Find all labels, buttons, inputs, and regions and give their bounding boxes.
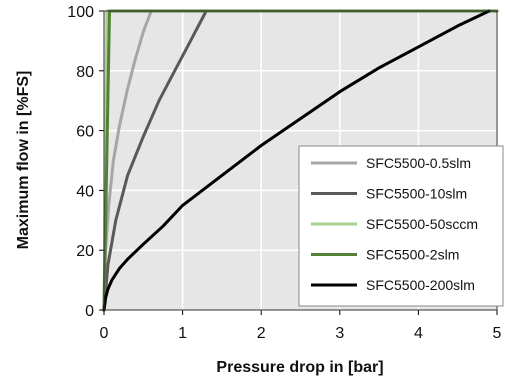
y-tick-label: 60 bbox=[76, 124, 94, 141]
y-tick-label: 40 bbox=[76, 183, 94, 200]
y-tick-label: 0 bbox=[85, 303, 94, 320]
x-tick-label: 5 bbox=[493, 325, 502, 342]
y-tick-label: 20 bbox=[76, 243, 94, 260]
y-tick-label: 100 bbox=[67, 4, 94, 21]
x-tick-label: 1 bbox=[178, 325, 187, 342]
y-tick-labels: 0 20 40 60 80 100 bbox=[67, 4, 94, 320]
x-tick-label: 3 bbox=[335, 325, 344, 342]
legend-label: SFC5500-0.5slm bbox=[366, 155, 471, 171]
legend: SFC5500-0.5slm SFC5500-10slm SFC5500-50scc… bbox=[298, 145, 504, 307]
legend-box bbox=[298, 145, 504, 307]
y-tick-label: 80 bbox=[76, 64, 94, 81]
y-axis-title: Maximum flow in [%FS] bbox=[15, 71, 32, 250]
series-line bbox=[102, 9, 499, 312]
x-axis-title: Pressure drop in [bar] bbox=[216, 359, 383, 376]
legend-label: SFC5500-10slm bbox=[366, 186, 467, 202]
series-line bbox=[102, 9, 491, 312]
x-tick-label: 4 bbox=[414, 325, 423, 342]
legend-label: SFC5500-50sccm bbox=[366, 216, 478, 232]
x-tick-labels: 0 1 2 3 4 5 bbox=[100, 325, 502, 342]
x-tick-label: 0 bbox=[100, 325, 109, 342]
x-tick-label: 2 bbox=[257, 325, 266, 342]
legend-label: SFC5500-2slm bbox=[366, 247, 459, 263]
legend-label: SFC5500-200slm bbox=[366, 277, 475, 293]
series-line bbox=[102, 9, 499, 312]
